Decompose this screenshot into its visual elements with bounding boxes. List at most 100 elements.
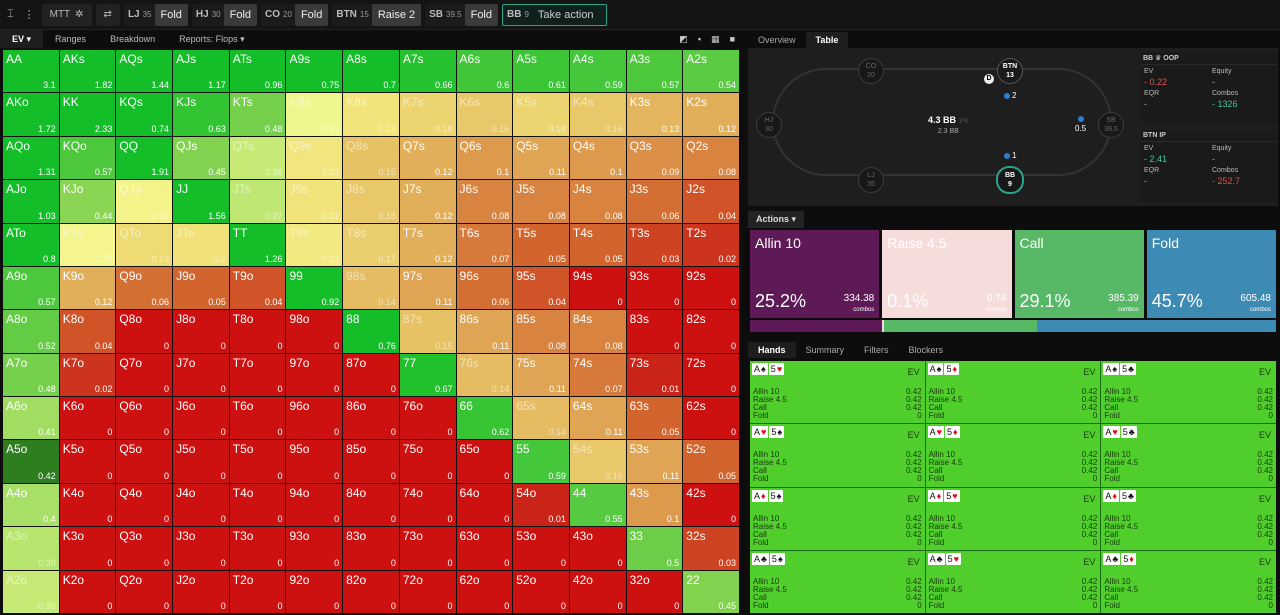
range-cell[interactable]: T4s 0.05 [569, 223, 626, 266]
tab-overview[interactable]: Overview [758, 35, 796, 45]
range-cell[interactable]: AQs 1.44 [116, 50, 173, 93]
range-cell[interactable]: 97o 0 [286, 353, 343, 397]
range-cell[interactable]: KQo 0.57 [59, 136, 116, 180]
range-cell[interactable]: J8s 0.16 [343, 180, 399, 223]
tab-blockers[interactable]: Blockers [908, 345, 944, 355]
range-cell[interactable]: QQ 1.91 [116, 136, 173, 180]
range-cell[interactable]: 73o 0 [399, 527, 456, 570]
shuffle-button[interactable]: ⇄ [95, 3, 120, 26]
tab-table[interactable]: Table [805, 32, 849, 48]
range-cell[interactable]: 32s 0.03 [683, 527, 739, 570]
range-cell[interactable]: 52o 0 [513, 570, 569, 613]
range-cell[interactable]: 93o 0 [286, 527, 343, 570]
range-cell[interactable]: 98s 0.14 [343, 266, 399, 310]
game-type-button[interactable]: MTT ✲ [41, 3, 92, 26]
range-cell[interactable]: T2s 0.02 [683, 223, 739, 266]
range-cell[interactable]: KTo 0.28 [59, 223, 116, 266]
range-cell[interactable]: 95o 0 [286, 440, 343, 483]
range-cell[interactable]: 86o 0 [343, 397, 399, 440]
range-cell[interactable]: 76s 0.14 [456, 353, 513, 397]
range-cell[interactable]: A2s 0.54 [683, 50, 739, 93]
actions-dropdown[interactable]: Actions ▾ [748, 210, 805, 228]
seat-hj[interactable]: HJ 30 [756, 112, 782, 138]
seat-co[interactable]: CO 20 [858, 58, 884, 84]
range-cell[interactable]: T3o 0 [229, 527, 286, 570]
range-cell[interactable]: K9o 0.12 [59, 266, 116, 310]
range-cell[interactable]: T2o 0 [229, 570, 286, 613]
range-cell[interactable]: 92s 0 [683, 266, 739, 310]
range-cell[interactable]: T4o 0 [229, 483, 286, 527]
range-cell[interactable]: K4o 0 [59, 483, 116, 527]
range-cell[interactable]: T7s 0.12 [399, 223, 456, 266]
range-cell[interactable]: T7o 0 [229, 353, 286, 397]
range-cell[interactable]: A5s 0.61 [513, 50, 569, 93]
range-cell[interactable]: 62s 0 [683, 397, 739, 440]
range-cell[interactable]: Q7o 0 [116, 353, 173, 397]
range-cell[interactable]: J5s 0.08 [513, 180, 569, 223]
range-cell[interactable]: A3o 0.38 [3, 527, 59, 570]
range-cell[interactable]: K2s 0.12 [683, 93, 739, 136]
seat-action-button[interactable]: Fold [464, 3, 498, 26]
range-cell[interactable]: 85o 0 [343, 440, 399, 483]
seat-action-button[interactable]: Fold [154, 3, 188, 26]
hand-combo[interactable]: A♥ 5♠ EV Allin 10 0.42 Raise 4.5 0.42 Call 0.42 F… [750, 424, 925, 487]
range-cell[interactable]: 66 0.62 [456, 397, 513, 440]
range-cell[interactable]: K5s 0.18 [513, 93, 569, 136]
seat-lj[interactable]: LJ 35 [858, 167, 884, 193]
range-cell[interactable]: 75o 0 [399, 440, 456, 483]
hand-combo[interactable]: A♣ 5♠ EV Allin 10 0.42 Raise 4.5 0.42 Call 0.42 F… [750, 550, 925, 613]
tab-summary[interactable]: Summary [805, 345, 845, 355]
range-cell[interactable]: K7o 0.02 [59, 353, 116, 397]
range-cell[interactable]: 87s 0.15 [399, 310, 456, 353]
range-cell[interactable]: T8o 0 [229, 310, 286, 353]
range-cell[interactable]: 99 0.92 [286, 266, 343, 310]
range-cell[interactable]: K3o 0 [59, 527, 116, 570]
range-cell[interactable]: 32o 0 [626, 570, 683, 613]
range-cell[interactable]: 97s 0.11 [399, 266, 456, 310]
range-cell[interactable]: J3o 0 [173, 527, 229, 570]
range-cell[interactable]: 53o 0 [513, 527, 569, 570]
range-cell[interactable]: 98o 0 [286, 310, 343, 353]
range-cell[interactable]: K6o 0 [59, 397, 116, 440]
range-cell[interactable]: 73s 0.01 [626, 353, 683, 397]
more-menu-icon[interactable]: ⋮ [23, 9, 35, 21]
tab-ev[interactable]: EV ▾ [0, 30, 44, 48]
range-cell[interactable]: 52s 0.05 [683, 440, 739, 483]
range-cell[interactable]: 82s 0 [683, 310, 739, 353]
range-cell[interactable]: Q4o 0 [116, 483, 173, 527]
range-cell[interactable]: QTo 0.19 [116, 223, 173, 266]
range-cell[interactable]: KQs 0.74 [116, 93, 173, 136]
range-cell[interactable]: 84o 0 [343, 483, 399, 527]
range-cell[interactable]: A4s 0.59 [569, 50, 626, 93]
hand-combo[interactable]: A♠ 5♦ EV Allin 10 0.42 Raise 4.5 0.42 Call 0.42 F… [925, 361, 1101, 424]
range-cell[interactable]: Q2o 0 [116, 570, 173, 613]
range-cell[interactable]: 96o 0 [286, 397, 343, 440]
range-cell[interactable]: 33 0.5 [626, 527, 683, 570]
range-cell[interactable]: 54s 0.16 [569, 440, 626, 483]
range-cell[interactable]: K6s 0.16 [456, 93, 513, 136]
view-single-icon[interactable]: ▪ [697, 33, 702, 44]
range-cell[interactable]: T5s 0.05 [513, 223, 569, 266]
hand-combo[interactable]: A♥ 5♣ EV Allin 10 0.42 Raise 4.5 0.42 Call 0.42 F… [1101, 424, 1276, 487]
seat-action-button[interactable]: Raise 2 [371, 3, 422, 26]
range-cell[interactable]: 55 0.59 [513, 440, 569, 483]
range-cell[interactable]: Q6s 0.1 [456, 136, 513, 180]
range-cell[interactable]: 62o 0 [456, 570, 513, 613]
range-cell[interactable]: 77 0.67 [399, 353, 456, 397]
range-cell[interactable]: A8o 0.52 [3, 310, 59, 353]
hand-combo[interactable]: A♦ 5♠ EV Allin 10 0.42 Raise 4.5 0.42 Call 0.42 F… [750, 487, 925, 550]
range-cell[interactable]: 75s 0.11 [513, 353, 569, 397]
range-cell[interactable]: AQo 1.31 [3, 136, 59, 180]
seat-btn[interactable]: BTN 13 [997, 58, 1023, 84]
range-cell[interactable]: 86s 0.11 [456, 310, 513, 353]
action-box-call[interactable]: Call 29.1% 385.39 combos [1014, 230, 1144, 318]
range-cell[interactable]: Q6o 0 [116, 397, 173, 440]
range-cell[interactable]: Q5o 0 [116, 440, 173, 483]
hand-combo[interactable]: A♣ 5♦ EV Allin 10 0.42 Raise 4.5 0.42 Call 0.42 F… [1101, 550, 1276, 613]
range-cell[interactable]: TT 1.26 [229, 223, 286, 266]
range-cell[interactable]: 63s 0.05 [626, 397, 683, 440]
range-cell[interactable]: AKs 1.82 [59, 50, 116, 93]
range-cell[interactable]: 83o 0 [343, 527, 399, 570]
range-cell[interactable]: T9o 0.04 [229, 266, 286, 310]
range-cell[interactable]: A5o 0.42 [3, 440, 59, 483]
